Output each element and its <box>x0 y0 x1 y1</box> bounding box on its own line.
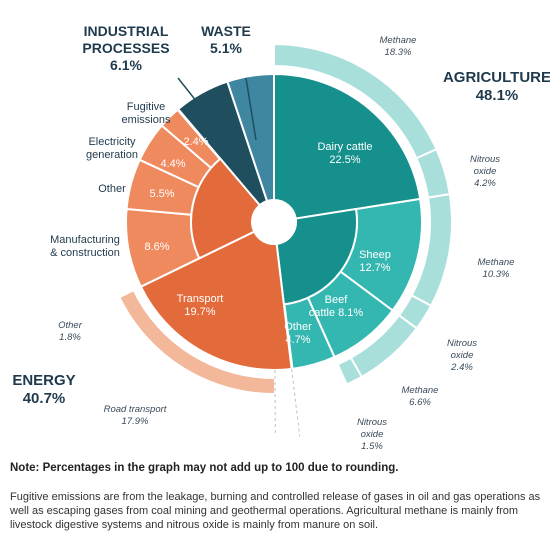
transport-label: Transport 19.7% <box>177 293 224 318</box>
agriculture-core-wedge <box>275 207 358 306</box>
beef-nitrous-label: Nitrous oxide 1.5% <box>357 417 387 452</box>
fugitive-value-label: 2.4% <box>183 136 208 148</box>
waste-pointer <box>245 77 257 141</box>
sunburst-chart: AGRICULTURE 48.1% ENERGY 40.7% INDUSTRIAL PRO… <box>12 23 550 452</box>
dairy-cattle-wedge <box>273 72 422 220</box>
chart-arcs <box>117 42 453 437</box>
energy-title: ENERGY 40.7% <box>12 372 75 407</box>
manufacturing-name-label: Manufacturing & construction <box>50 234 120 259</box>
dairy-cattle-label: Dairy cattle 22.5% <box>317 141 372 166</box>
agri-other-label: Other 4.7% <box>284 321 312 346</box>
rounding-note: Note: Percentages in the graph may not a… <box>10 462 399 474</box>
road-transport-label: Road transport 17.9% <box>104 404 167 427</box>
explanation-note: Fugitive emissions are from the leakage,… <box>10 491 541 531</box>
beef-cattle-label: Beef cattle 8.1% <box>309 294 364 319</box>
industrial-title: INDUSTRIAL PROCESSES 6.1% <box>82 23 169 73</box>
road-transport-arc <box>117 288 277 395</box>
chart-labels: AGRICULTURE 48.1% ENERGY 40.7% INDUSTRIAL PRO… <box>12 23 550 452</box>
agriculture-boundary-line <box>291 368 301 437</box>
agriculture-title: AGRICULTURE 48.1% <box>443 69 550 104</box>
dairy-nitrous-label: Nitrous oxide 4.2% <box>470 154 500 189</box>
transport-other-label: Other 1.8% <box>58 320 83 343</box>
dairy-methane-label: Methane 18.3% <box>380 35 417 58</box>
sheep-label: Sheep 12.7% <box>359 249 391 274</box>
energy-other-name-label: Other <box>98 183 126 195</box>
energy-other-value-label: 5.5% <box>149 188 174 200</box>
transport-arc <box>139 230 293 371</box>
agri-dairy-cattle-nitrous-oxide-arc <box>415 147 451 199</box>
electricity-name-label: Electricity generation <box>86 136 138 161</box>
manufacturing-value-label: 8.6% <box>144 241 169 253</box>
energy-core-wedge <box>190 157 262 260</box>
industrial-pointer <box>177 77 228 141</box>
electricity-value-label: 4.4% <box>160 158 185 170</box>
agri-beef-cattle-nitrous-oxide-arc <box>336 356 364 386</box>
fugitive-name-label: Fugitive emissions <box>122 101 171 126</box>
sheep-nitrous-label: Nitrous oxide 2.4% <box>447 338 477 373</box>
beef-methane-label: Methane 6.6% <box>402 385 439 408</box>
waste-title: WASTE 5.1% <box>201 23 251 56</box>
sheep-methane-label: Methane 10.3% <box>478 257 515 280</box>
